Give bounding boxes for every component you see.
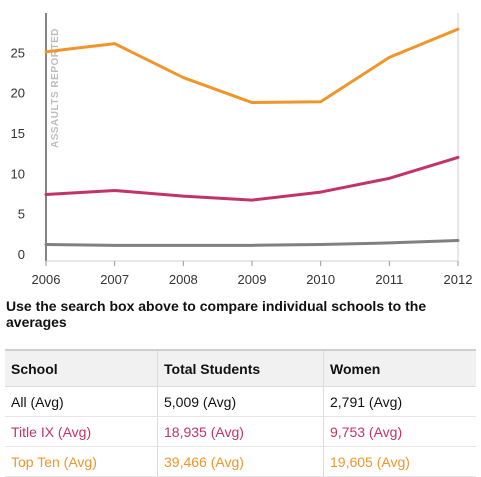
series-line-2: [44, 238, 460, 247]
x-tick-label: 2009: [238, 272, 267, 287]
y-tick-label: 25: [11, 45, 25, 60]
school-averages-table: School Total Students Women All (Avg) 5,…: [5, 349, 476, 477]
table-row: Top Ten (Avg) 39,466 (Avg) 19,605 (Avg): [5, 446, 476, 477]
header-total-students: Total Students: [157, 349, 324, 387]
series-line-1: [44, 155, 460, 202]
header-women: Women: [323, 349, 476, 387]
table-row: All (Avg) 5,009 (Avg) 2,791 (Avg): [5, 386, 476, 417]
x-tick-label: 2012: [444, 272, 473, 287]
total-students: 39,466 (Avg): [157, 446, 324, 477]
school-name: Top Ten (Avg): [5, 446, 158, 477]
y-tick-label: 0: [18, 247, 25, 262]
school-name: Title IX (Avg): [5, 416, 158, 447]
y-tick-label: 10: [11, 166, 25, 181]
x-tick-label: 2010: [306, 272, 335, 287]
women-count: 2,791 (Avg): [323, 386, 476, 417]
chart-caption: Use the search box above to compare indi…: [6, 298, 427, 330]
series-line-0: [44, 27, 460, 105]
x-tick-label: 2006: [32, 272, 61, 287]
x-tick-label: 2007: [100, 272, 129, 287]
y-tick-label: 5: [18, 207, 25, 222]
table-header-row: School Total Students Women: [5, 349, 476, 387]
y-axis-label: ASSAULTS REPORTED: [50, 28, 61, 148]
y-tick-label: 20: [11, 86, 25, 101]
school-name: All (Avg): [5, 386, 158, 417]
table-row: Title IX (Avg) 18,935 (Avg) 9,753 (Avg): [5, 416, 476, 447]
women-count: 9,753 (Avg): [323, 416, 476, 447]
women-count: 19,605 (Avg): [323, 446, 476, 477]
x-tick-label: 2011: [375, 272, 403, 287]
total-students: 5,009 (Avg): [157, 386, 324, 417]
header-school: School: [5, 349, 158, 387]
x-tick-label: 2008: [169, 272, 198, 287]
total-students: 18,935 (Avg): [157, 416, 324, 447]
y-tick-label: 15: [11, 126, 25, 141]
